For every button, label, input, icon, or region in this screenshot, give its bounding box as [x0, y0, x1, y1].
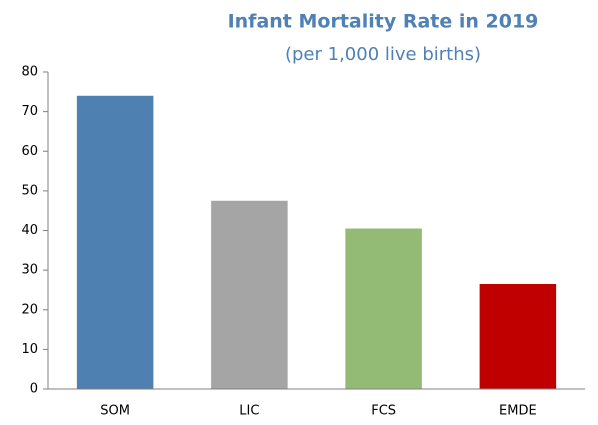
chart-title: Infant Mortality Rate in 2019	[228, 11, 539, 33]
bar	[479, 283, 557, 389]
x-tick-label: LIC	[239, 404, 259, 419]
y-tick-label: 10	[21, 342, 38, 357]
bar	[345, 228, 422, 389]
chart-subtitle: (per 1,000 live births)	[285, 44, 481, 65]
y-tick-label: 30	[21, 263, 38, 278]
x-tick-label: EMDE	[499, 404, 537, 419]
y-tick-label: 20	[21, 302, 38, 317]
bar	[76, 95, 154, 390]
x-tick-label: FCS	[371, 404, 396, 419]
y-tick-label: 60	[21, 144, 38, 159]
y-tick-label: 70	[21, 104, 38, 119]
x-tick-label: SOM	[100, 404, 130, 419]
y-tick-label: 80	[21, 65, 38, 80]
y-tick-label: 50	[21, 183, 38, 198]
bar	[211, 200, 288, 389]
y-tick-label: 0	[30, 382, 38, 397]
y-tick-label: 40	[21, 223, 38, 238]
